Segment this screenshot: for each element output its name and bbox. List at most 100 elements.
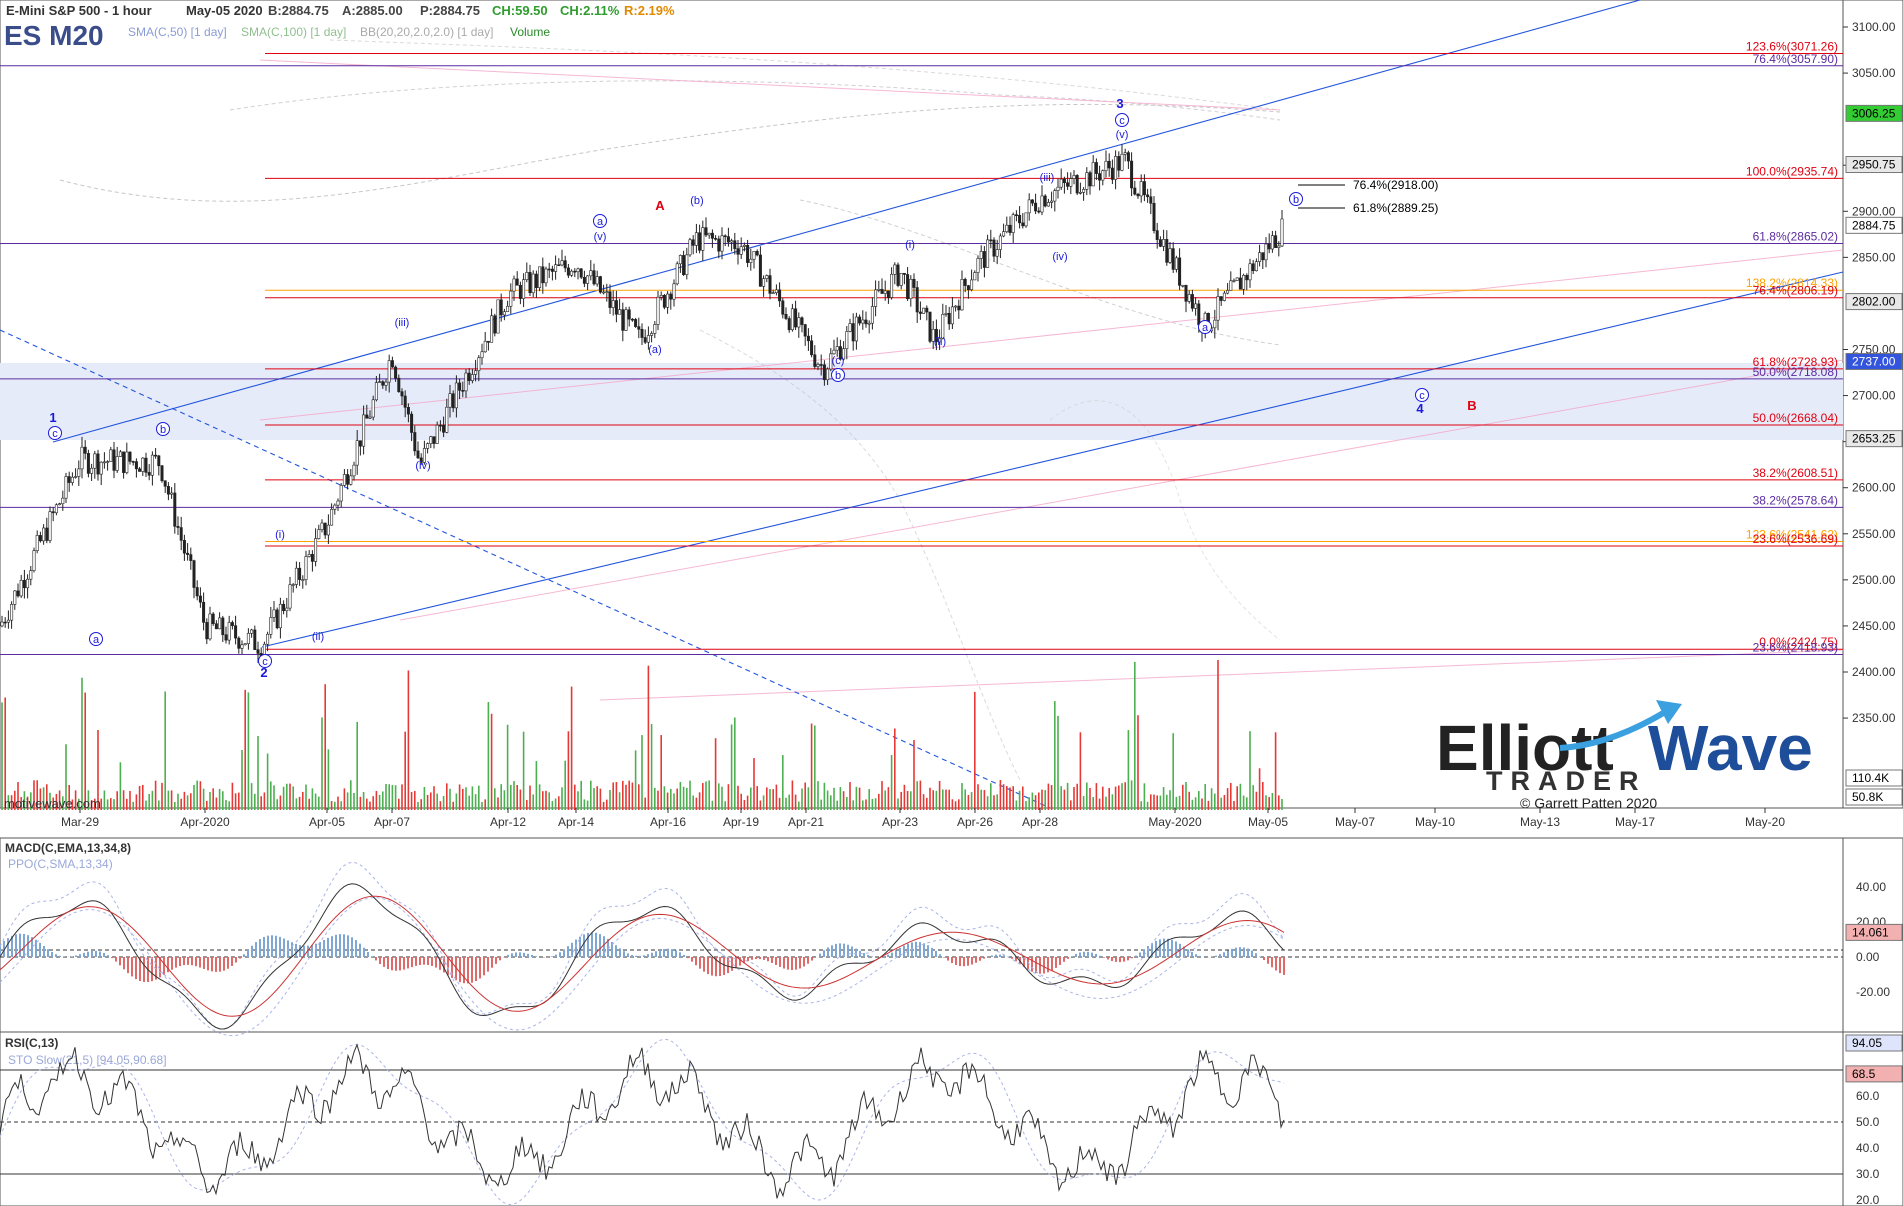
candle-body — [323, 522, 327, 536]
candle-body — [99, 461, 103, 475]
candle-body — [522, 279, 526, 299]
volume-bar — [78, 798, 80, 810]
candle-body — [285, 607, 289, 612]
candle-body — [26, 578, 30, 589]
volume-bar — [33, 780, 35, 810]
volume-bar — [1217, 660, 1219, 810]
candle-body — [659, 295, 663, 298]
volume-badge-box-0 — [1845, 769, 1903, 787]
volume-bar — [538, 784, 541, 810]
candle-body — [1197, 303, 1201, 326]
candle-body — [806, 335, 810, 342]
volume-bar — [654, 787, 656, 810]
candle-body — [218, 617, 222, 630]
candle-body — [835, 346, 839, 351]
candle-body — [1149, 196, 1153, 204]
volume-bar — [1031, 792, 1034, 810]
volume-bar — [593, 788, 595, 810]
volume-bar — [74, 790, 77, 810]
candle-body — [32, 550, 36, 571]
candle-body — [749, 258, 753, 263]
candle-body — [877, 289, 881, 291]
volume-bar — [567, 731, 570, 810]
volume-bar — [337, 796, 339, 810]
fib-label-11: 123.6%(2541.62) — [1746, 528, 1838, 542]
volume-bar — [414, 790, 416, 810]
volume-bar — [753, 758, 755, 810]
volume-bar — [1214, 793, 1216, 810]
volume-bar — [279, 795, 282, 810]
volume-bar — [561, 787, 563, 810]
volume-bar — [314, 793, 317, 810]
candle-body — [982, 251, 986, 268]
volume-bar — [308, 798, 310, 810]
volume-bar — [455, 793, 458, 810]
volume-bar — [958, 799, 960, 810]
volume-bar — [1076, 783, 1078, 810]
candle-body — [1139, 181, 1143, 197]
price-tick-4: 2850.00 — [1852, 250, 1896, 264]
candle-body — [1072, 175, 1076, 179]
rsi-title: RSI(C,13) — [5, 1036, 58, 1050]
candle-body — [682, 255, 686, 275]
candle-body — [480, 351, 484, 359]
candle-body — [1046, 202, 1050, 207]
volume-bar — [516, 785, 518, 810]
candle-body — [624, 309, 628, 331]
candle-body — [93, 453, 97, 469]
candle-body — [886, 290, 890, 298]
volume-bar — [385, 783, 387, 810]
candle-body — [1216, 296, 1220, 321]
volume-bar — [503, 790, 506, 810]
candle-body — [518, 284, 522, 299]
wave-label-10: (a) — [648, 344, 661, 356]
volume-bar — [241, 750, 243, 810]
wave-label-2: b — [160, 424, 166, 436]
volume-bar — [590, 780, 592, 810]
candle-body — [794, 308, 798, 328]
volume-bar — [884, 790, 886, 810]
candle-body — [307, 554, 311, 557]
volume-bar — [900, 791, 902, 810]
candle-body — [1171, 248, 1175, 270]
volume-bar — [1118, 785, 1120, 810]
macd-tick-3: -20.00 — [1856, 985, 1890, 999]
volume-bar — [702, 783, 704, 810]
volume-bar — [804, 782, 806, 810]
volume-bar — [276, 799, 278, 810]
candle-body — [205, 622, 209, 640]
macd-panel[interactable] — [0, 837, 1844, 1033]
candle-body — [269, 617, 273, 635]
volume-bar — [833, 787, 835, 810]
elliott-wave-trader-logo: Elliott Wave TRADER © Garrett Patten 202… — [1436, 700, 1813, 811]
volume-bar — [919, 780, 922, 810]
candle-body — [765, 275, 769, 279]
candle-body — [909, 278, 913, 300]
volume-bar — [154, 780, 157, 810]
candle-body — [819, 364, 823, 366]
candle-body — [592, 270, 596, 285]
candle-body — [704, 227, 708, 236]
candle-body — [880, 289, 884, 294]
candle-body — [650, 333, 654, 336]
volume-bar — [100, 798, 102, 810]
price-badge-box-1 — [1845, 156, 1903, 174]
volume-bar — [324, 684, 326, 810]
volume-bar — [734, 717, 736, 810]
candle-body — [230, 622, 234, 626]
volume-bar — [903, 784, 906, 810]
x-label-5: Apr-14 — [558, 815, 594, 829]
candle-body — [1136, 193, 1140, 197]
candle-body — [525, 272, 529, 280]
price-axis-panel — [1842, 0, 1903, 809]
volume-bar — [814, 725, 816, 810]
candle-body — [554, 264, 558, 272]
volume-bar — [263, 792, 266, 810]
projection-label-2: 61.8%(2889.25) — [1353, 201, 1438, 215]
volume-bar — [698, 792, 701, 810]
volume-bar — [494, 788, 496, 810]
candle-body — [778, 289, 782, 302]
rsi-panel[interactable] — [0, 1031, 1844, 1206]
candle-body — [397, 377, 401, 392]
